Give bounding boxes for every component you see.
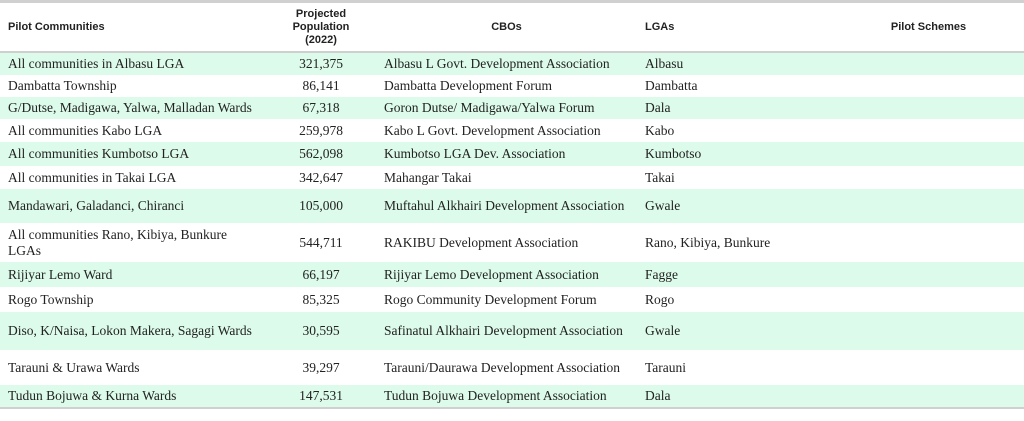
pilot-scheme-cell (833, 262, 1024, 287)
table-row: All communities in Albasu LGA 321,375 Alba… (0, 52, 1024, 75)
table-row: All communities Rano, Kibiya, Bunkure LG… (0, 223, 1024, 262)
header-pilot-schemes: Pilot Schemes (833, 1, 1024, 53)
community-cell: All communities in Albasu LGA (0, 52, 266, 75)
community-cell: Rijiyar Lemo Ward (0, 262, 266, 287)
community-cell: Mandawari, Galadanci, Chiranci (0, 189, 266, 223)
cbo-cell: RAKIBU Development Association (384, 234, 579, 250)
header-row: Pilot Communities Projected Population (… (0, 1, 1024, 53)
population-cell: 85,325 (302, 291, 340, 307)
lga-cell: Takai (645, 169, 675, 185)
population-cell: 39,297 (302, 359, 340, 375)
community-cell: G/Dutse, Madigawa, Yalwa, Malladan Wards (0, 97, 266, 119)
cbo-cell: Dambatta Development Forum (384, 78, 552, 93)
pilot-scheme-cell (833, 142, 1024, 166)
cbo-cell: Goron Dutse/ Madigawa/Yalwa Forum (376, 97, 637, 119)
population-cell: 66,197 (266, 262, 376, 287)
lga-cell: Dambatta (645, 78, 698, 93)
pilot-scheme-cell (833, 223, 1024, 262)
table-row: Tarauni & Urawa Wards 39,297 Tarauni/Daura… (0, 350, 1024, 385)
table-row: Rijiyar Lemo Ward 66,197 Rijiyar Lemo Deve… (0, 262, 1024, 287)
community-cell: Tudun Bojuwa & Kurna Wards (0, 385, 266, 408)
population-cell: 67,318 (266, 97, 376, 119)
community-cell: All communities in Takai LGA (8, 169, 177, 185)
community-cell: All communities Kabo LGA (8, 122, 163, 138)
cbo-cell: Mahangar Takai (384, 169, 472, 185)
pilot-scheme-cell (833, 189, 1024, 223)
cbo-cell: Kumbotso LGA Dev. Association (376, 142, 637, 166)
lga-cell: Fagge (637, 262, 833, 287)
lga-cell: Gwale (637, 312, 833, 350)
cbo-cell: Safinatul Alkhairi Development Associati… (376, 312, 637, 350)
population-cell: 86,141 (302, 78, 340, 93)
community-cell: Rogo Township (8, 291, 94, 307)
table-row: Mandawari, Galadanci, Chiranci 105,000 Muf… (0, 189, 1024, 223)
lga-cell: Kabo (645, 122, 675, 138)
community-cell: All communities Rano, Kibiya, Bunkure LG… (8, 226, 227, 258)
table-row: Dambatta Township 86,141 Dambatta Developm… (0, 75, 1024, 97)
pilot-scheme-cell (833, 119, 1024, 142)
table-row: All communities in Takai LGA 342,647 Mahan… (0, 166, 1024, 189)
pilot-scheme-cell (833, 287, 1024, 312)
population-cell: 544,711 (299, 234, 343, 250)
lga-cell: Rogo (645, 291, 675, 307)
pilot-scheme-cell (833, 385, 1024, 408)
cbo-cell: Muftahul Alkhairi Development Associatio… (376, 189, 637, 223)
population-cell: 147,531 (266, 385, 376, 408)
population-cell: 342,647 (299, 169, 343, 185)
lga-cell: Albasu (637, 52, 833, 75)
lga-cell: Tarauni (645, 359, 687, 375)
community-cell: Tarauni & Urawa Wards (8, 359, 140, 375)
pilot-scheme-cell (833, 166, 1024, 189)
cbo-cell: Rijiyar Lemo Development Association (376, 262, 637, 287)
pilot-scheme-cell (833, 97, 1024, 119)
table-row: All communities Kabo LGA 259,978 Kabo L Go… (0, 119, 1024, 142)
population-cell: 321,375 (266, 52, 376, 75)
header-cbos: CBOs (376, 1, 637, 53)
table-row: Diso, K/Naisa, Lokon Makera, Sagagi Ward… (0, 312, 1024, 350)
population-cell: 562,098 (266, 142, 376, 166)
lga-cell: Dala (637, 385, 833, 408)
pilot-communities-table: Pilot Communities Projected Population (… (0, 0, 1024, 409)
population-cell: 30,595 (266, 312, 376, 350)
header-projected-population: Projected Population (2022) (266, 1, 376, 53)
population-cell: 259,978 (299, 122, 343, 138)
community-cell: All communities Kumbotso LGA (0, 142, 266, 166)
lga-cell: Gwale (637, 189, 833, 223)
header-lgas: LGAs (637, 1, 833, 53)
table-row: All communities Kumbotso LGA 562,098 Kumbo… (0, 142, 1024, 166)
community-cell: Diso, K/Naisa, Lokon Makera, Sagagi Ward… (0, 312, 266, 350)
cbo-cell: Tarauni/Daurawa Development Association (384, 359, 620, 375)
pilot-scheme-cell (833, 52, 1024, 75)
cbo-cell: Rogo Community Development Forum (384, 291, 597, 307)
population-cell: 105,000 (266, 189, 376, 223)
cbo-cell: Kabo L Govt. Development Association (384, 122, 601, 138)
table-row: Rogo Township 85,325 Rogo Community Develo… (0, 287, 1024, 312)
pilot-scheme-cell (833, 312, 1024, 350)
table-row: Tudun Bojuwa & Kurna Wards 147,531 Tudun B… (0, 385, 1024, 408)
cbo-cell: Albasu L Govt. Development Association (376, 52, 637, 75)
table-row: G/Dutse, Madigawa, Yalwa, Malladan Wards… (0, 97, 1024, 119)
pilot-scheme-cell (833, 350, 1024, 385)
community-cell: Dambatta Township (8, 78, 117, 93)
header-pilot-communities: Pilot Communities (0, 1, 266, 53)
cbo-cell: Tudun Bojuwa Development Association (376, 385, 637, 408)
lga-cell: Rano, Kibiya, Bunkure (645, 234, 771, 250)
lga-cell: Kumbotso (637, 142, 833, 166)
pilot-scheme-cell (833, 75, 1024, 97)
lga-cell: Dala (637, 97, 833, 119)
